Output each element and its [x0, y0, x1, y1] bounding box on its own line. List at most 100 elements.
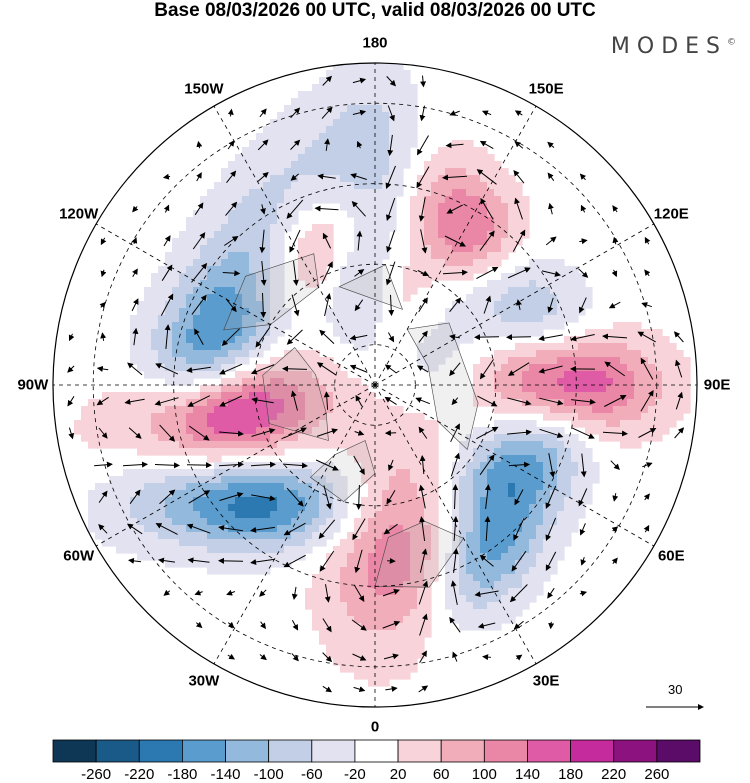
- anomaly-cell: [81, 434, 89, 442]
- anomaly-cell: [326, 189, 334, 197]
- anomaly-cell: [340, 392, 348, 400]
- anomaly-cell: [193, 322, 201, 330]
- anomaly-cell: [277, 161, 285, 169]
- anomaly-cell: [424, 182, 432, 190]
- anomaly-cell: [564, 525, 572, 533]
- anomaly-cell: [382, 532, 390, 540]
- anomaly-cell: [424, 539, 432, 547]
- anomaly-cell: [585, 497, 593, 505]
- anomaly-cell: [452, 588, 460, 596]
- anomaly-cell: [179, 546, 187, 554]
- anomaly-cell: [116, 525, 124, 533]
- wind-arrow: [419, 650, 427, 664]
- anomaly-cell: [403, 546, 411, 554]
- anomaly-cell: [634, 364, 642, 372]
- anomaly-cell: [347, 161, 355, 169]
- anomaly-cell: [116, 441, 124, 449]
- anomaly-cell: [522, 511, 530, 519]
- anomaly-cell: [361, 91, 369, 99]
- anomaly-cell: [326, 91, 334, 99]
- anomaly-cell: [473, 609, 481, 617]
- anomaly-cell: [536, 511, 544, 519]
- anomaly-cell: [445, 560, 453, 568]
- anomaly-cell: [361, 630, 369, 638]
- anomaly-cell: [193, 371, 201, 379]
- anomaly-cell: [396, 189, 404, 197]
- anomaly-cell: [165, 483, 173, 491]
- anomaly-cell: [214, 287, 222, 295]
- wind-arrow: [643, 524, 650, 533]
- anomaly-cell: [396, 175, 404, 183]
- anomaly-cell: [410, 616, 418, 624]
- anomaly-cell: [298, 385, 306, 393]
- anomaly-cell: [207, 497, 215, 505]
- anomaly-cell: [165, 420, 173, 428]
- anomaly-cell: [277, 287, 285, 295]
- anomaly-cell: [501, 539, 509, 547]
- anomaly-cell: [214, 483, 222, 491]
- anomaly-cell: [354, 105, 362, 113]
- anomaly-cell: [214, 357, 222, 365]
- anomaly-cell: [438, 266, 446, 274]
- anomaly-cell: [270, 441, 278, 449]
- anomaly-cell: [193, 399, 201, 407]
- anomaly-cell: [291, 399, 299, 407]
- anomaly-cell: [361, 658, 369, 666]
- wind-arrow: [602, 430, 628, 437]
- anomaly-cell: [235, 357, 243, 365]
- anomaly-cell: [473, 532, 481, 540]
- anomaly-cell: [396, 161, 404, 169]
- anomaly-cell: [361, 217, 369, 225]
- anomaly-cell: [655, 350, 663, 358]
- anomaly-cell: [382, 581, 390, 589]
- anomaly-cell: [333, 553, 341, 561]
- anomaly-cell: [305, 259, 313, 267]
- anomaly-cell: [179, 266, 187, 274]
- anomaly-cell: [452, 343, 460, 351]
- anomaly-cell: [501, 595, 509, 603]
- anomaly-cell: [515, 315, 523, 323]
- anomaly-cell: [536, 525, 544, 533]
- anomaly-cell: [207, 287, 215, 295]
- anomaly-cell: [263, 245, 271, 253]
- anomaly-cell: [263, 308, 271, 316]
- anomaly-cell: [536, 441, 544, 449]
- anomaly-cell: [522, 518, 530, 526]
- anomaly-cell: [333, 560, 341, 568]
- wind-arrow: [159, 424, 176, 442]
- anomaly-cell: [662, 357, 670, 365]
- anomaly-cell: [284, 182, 292, 190]
- anomaly-cell: [277, 329, 285, 337]
- anomaly-cell: [564, 469, 572, 477]
- anomaly-cell: [221, 294, 229, 302]
- anomaly-cell: [200, 371, 208, 379]
- anomaly-cell: [165, 336, 173, 344]
- anomaly-cell: [473, 392, 481, 400]
- anomaly-cell: [410, 196, 418, 204]
- anomaly-cell: [403, 518, 411, 526]
- anomaly-cell: [340, 581, 348, 589]
- anomaly-cell: [291, 154, 299, 162]
- anomaly-cell: [130, 413, 138, 421]
- anomaly-cell: [200, 357, 208, 365]
- anomaly-cell: [354, 651, 362, 659]
- anomaly-cell: [347, 105, 355, 113]
- anomaly-cell: [340, 182, 348, 190]
- anomaly-cell: [235, 196, 243, 204]
- anomaly-cell: [417, 462, 425, 470]
- anomaly-cell: [312, 595, 320, 603]
- anomaly-cell: [165, 294, 173, 302]
- anomaly-cell: [424, 476, 432, 484]
- anomaly-cell: [473, 399, 481, 407]
- anomaly-cell: [179, 525, 187, 533]
- anomaly-cell: [319, 588, 327, 596]
- anomaly-cell: [557, 532, 565, 540]
- anomaly-cell: [396, 448, 404, 456]
- anomaly-cell: [137, 546, 145, 554]
- anomaly-cell: [382, 609, 390, 617]
- anomaly-cell: [508, 329, 516, 337]
- anomaly-cell: [375, 210, 383, 218]
- anomaly-cell: [137, 490, 145, 498]
- anomaly-cell: [452, 567, 460, 575]
- anomaly-cell: [242, 441, 250, 449]
